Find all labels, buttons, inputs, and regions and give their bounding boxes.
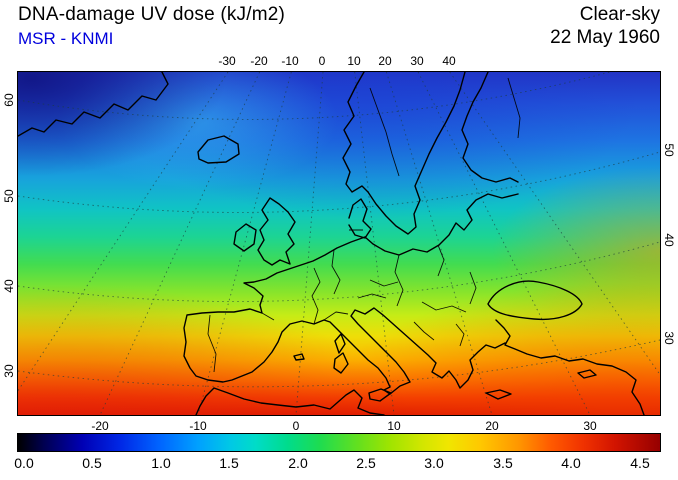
bottom-axis-tick: 0 — [292, 419, 300, 433]
colorbar-label: 4.5 — [630, 455, 650, 471]
top-axis-tick: 20 — [378, 54, 392, 68]
top-axis-tick: 10 — [347, 54, 361, 68]
bottom-axis-tick: 30 — [583, 419, 597, 433]
top-axis-tick: 30 — [410, 54, 424, 68]
border-lines — [207, 77, 521, 373]
left-axis-tick: 30 — [2, 364, 16, 378]
map-graphic — [18, 72, 660, 415]
coastline-north-africa — [195, 387, 385, 415]
left-axis-tick: 40 — [2, 279, 16, 293]
colorbar-label: 3.5 — [493, 455, 513, 471]
top-axis-tick: -30 — [218, 54, 236, 68]
colorbar-label: 2.0 — [288, 455, 308, 471]
colorbar-label: 3.0 — [424, 455, 444, 471]
coastline-scandinavia-baltic — [342, 72, 519, 256]
graticule — [18, 72, 660, 415]
right-axis-tick: 50 — [662, 143, 676, 157]
map-frame — [17, 71, 661, 416]
left-axis-tick: 50 — [2, 189, 16, 203]
uv-dose-field — [18, 72, 660, 415]
right-axis-tick: 40 — [662, 233, 676, 247]
bottom-axis-tick: -10 — [189, 419, 207, 433]
graticule-meridians — [18, 72, 660, 415]
colorbar-label: 0.5 — [82, 455, 102, 471]
top-axis-tick: 40 — [442, 54, 456, 68]
left-axis-tick: 60 — [2, 93, 16, 107]
coastline-greenland-iceland — [18, 72, 240, 164]
coastline-black-sea — [487, 280, 583, 321]
country-borders — [207, 77, 521, 373]
figure-date: 22 May 1960 — [550, 27, 660, 48]
bottom-axis-tick: 20 — [485, 419, 499, 433]
coastlines — [18, 72, 645, 415]
coastline-anatolia-levant — [495, 319, 645, 415]
top-axis-tick: 0 — [318, 54, 326, 68]
figure-title: DNA-damage UV dose (kJ/m2) — [18, 4, 286, 25]
figure-source: MSR - KNMI — [18, 29, 114, 48]
coastline-british-isles — [233, 197, 296, 266]
colorbar-label: 1.5 — [219, 455, 239, 471]
bottom-axis-tick: -20 — [91, 419, 109, 433]
coastline-mainland-west-south — [183, 236, 506, 395]
colorbar-label: 4.0 — [561, 455, 581, 471]
colorbar-gradient — [17, 433, 661, 452]
right-axis-tick: 30 — [662, 331, 676, 345]
colorbar-label: 2.5 — [356, 455, 376, 471]
graticule-parallels — [18, 72, 660, 388]
colorbar-label: 0.0 — [14, 455, 34, 471]
sky-condition-label: Clear-sky — [579, 4, 660, 25]
bottom-axis-tick: 10 — [387, 419, 401, 433]
top-axis-tick: -20 — [250, 54, 268, 68]
coastline-mediterranean-islands — [293, 333, 597, 402]
top-axis-tick: -10 — [281, 54, 299, 68]
colorbar-label: 1.0 — [151, 455, 171, 471]
